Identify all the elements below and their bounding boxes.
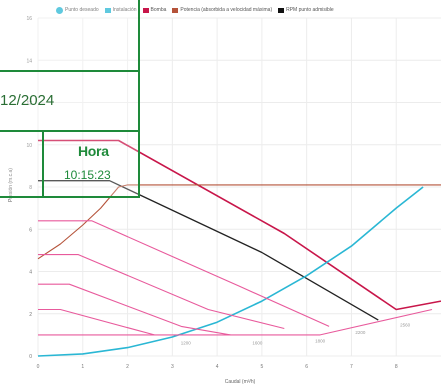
x-tick-label: 8 bbox=[395, 364, 398, 370]
date-time-overlay: 12/2024 Hora 10:15:23 bbox=[0, 0, 140, 198]
x-tick-label: 0 bbox=[37, 364, 40, 370]
series-line-4 bbox=[38, 221, 329, 327]
legend-item[interactable]: RPM punto admisible bbox=[278, 7, 334, 13]
legend-swatch bbox=[143, 8, 149, 13]
legend-swatch bbox=[172, 8, 178, 13]
rpm-annotation: 1600 bbox=[252, 340, 263, 345]
overlay-time-value: 10:15:23 bbox=[64, 168, 111, 182]
y-tick-label: 4 bbox=[29, 270, 32, 276]
series-line-1 bbox=[38, 181, 378, 320]
overlay-divider bbox=[0, 196, 140, 198]
overlay-divider bbox=[0, 130, 140, 132]
x-tick-label: 2 bbox=[126, 364, 129, 370]
x-axis-label: Caudal (m³/h) bbox=[225, 379, 256, 385]
rpm-annotation: 1200 bbox=[181, 340, 192, 345]
x-tick-label: 6 bbox=[305, 364, 308, 370]
legend-item[interactable]: Bomba bbox=[143, 7, 167, 13]
y-tick-label: 2 bbox=[29, 312, 32, 318]
legend-label: Bomba bbox=[151, 7, 167, 13]
legend-item[interactable]: Potencia (absorbida a velocidad máxima) bbox=[172, 7, 272, 13]
rpm-annotation: 2560 bbox=[400, 322, 411, 327]
overlay-date: 12/2024 bbox=[0, 92, 54, 109]
overlay-time-label: Hora bbox=[78, 143, 109, 159]
series-line-5 bbox=[38, 255, 284, 329]
overlay-divider bbox=[0, 70, 140, 72]
y-tick-label: 6 bbox=[29, 227, 32, 233]
x-tick-label: 7 bbox=[350, 364, 353, 370]
rpm-annotation: 1800 bbox=[315, 338, 326, 343]
rpm-annotation: 2200 bbox=[355, 330, 366, 335]
legend-swatch bbox=[278, 8, 284, 13]
y-tick-label: 0 bbox=[29, 354, 32, 360]
overlay-border bbox=[42, 130, 44, 198]
overlay-border bbox=[138, 0, 140, 198]
x-tick-label: 5 bbox=[260, 364, 263, 370]
legend-label: Potencia (absorbida a velocidad máxima) bbox=[180, 7, 272, 13]
legend-label: RPM punto admisible bbox=[286, 7, 334, 13]
x-tick-label: 4 bbox=[216, 364, 219, 370]
annotations: 1200 1600 1800 2200 2560 bbox=[181, 322, 411, 345]
x-tick-label: 1 bbox=[81, 364, 84, 370]
x-tick-label: 3 bbox=[171, 364, 174, 370]
